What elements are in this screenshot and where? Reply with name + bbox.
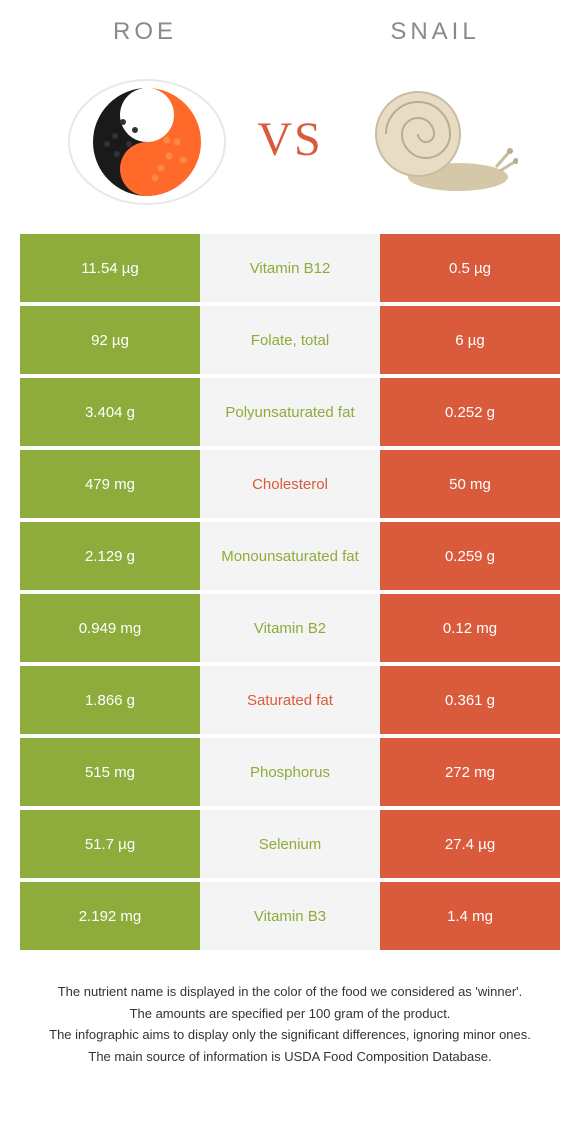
- table-row: 515 mgPhosphorus272 mg: [20, 738, 560, 810]
- left-value: 0.949 mg: [20, 594, 200, 662]
- right-value: 27.4 µg: [380, 810, 560, 878]
- table-row: 11.54 µgVitamin B120.5 µg: [20, 234, 560, 306]
- right-value: 272 mg: [380, 738, 560, 806]
- header: ROE SNAIL: [0, 0, 580, 54]
- left-value: 3.404 g: [20, 378, 200, 446]
- right-value: 0.361 g: [380, 666, 560, 734]
- snail-image: [343, 64, 523, 214]
- left-food-title: ROE: [0, 18, 290, 46]
- left-value: 2.192 mg: [20, 882, 200, 950]
- right-value: 0.259 g: [380, 522, 560, 590]
- footer-line-1: The nutrient name is displayed in the co…: [30, 982, 550, 1002]
- left-value: 479 mg: [20, 450, 200, 518]
- table-row: 2.192 mgVitamin B31.4 mg: [20, 882, 560, 954]
- nutrient-name: Saturated fat: [200, 666, 380, 734]
- nutrient-table: 11.54 µgVitamin B120.5 µg92 µgFolate, to…: [20, 234, 560, 954]
- right-value: 0.12 mg: [380, 594, 560, 662]
- nutrient-name: Vitamin B12: [200, 234, 380, 302]
- nutrient-name: Phosphorus: [200, 738, 380, 806]
- table-row: 2.129 gMonounsaturated fat0.259 g: [20, 522, 560, 594]
- footer-line-3: The infographic aims to display only the…: [30, 1025, 550, 1045]
- nutrient-name: Polyunsaturated fat: [200, 378, 380, 446]
- footer-line-2: The amounts are specified per 100 gram o…: [30, 1004, 550, 1024]
- right-value: 50 mg: [380, 450, 560, 518]
- left-value: 11.54 µg: [20, 234, 200, 302]
- table-row: 0.949 mgVitamin B20.12 mg: [20, 594, 560, 666]
- nutrient-name: Cholesterol: [200, 450, 380, 518]
- nutrient-name: Vitamin B3: [200, 882, 380, 950]
- vs-label: VS: [257, 112, 322, 167]
- image-row: VS: [0, 54, 580, 234]
- right-value: 0.5 µg: [380, 234, 560, 302]
- footer-line-4: The main source of information is USDA F…: [30, 1047, 550, 1067]
- roe-image: [57, 64, 237, 214]
- left-value: 51.7 µg: [20, 810, 200, 878]
- table-row: 479 mgCholesterol50 mg: [20, 450, 560, 522]
- nutrient-name: Folate, total: [200, 306, 380, 374]
- nutrient-name: Vitamin B2: [200, 594, 380, 662]
- right-food-title: SNAIL: [290, 18, 580, 46]
- left-value: 2.129 g: [20, 522, 200, 590]
- left-value: 92 µg: [20, 306, 200, 374]
- left-value: 1.866 g: [20, 666, 200, 734]
- footer-notes: The nutrient name is displayed in the co…: [0, 954, 580, 1066]
- right-value: 1.4 mg: [380, 882, 560, 950]
- nutrient-name: Monounsaturated fat: [200, 522, 380, 590]
- nutrient-name: Selenium: [200, 810, 380, 878]
- table-row: 3.404 gPolyunsaturated fat0.252 g: [20, 378, 560, 450]
- table-row: 92 µgFolate, total6 µg: [20, 306, 560, 378]
- table-row: 51.7 µgSelenium27.4 µg: [20, 810, 560, 882]
- right-value: 6 µg: [380, 306, 560, 374]
- table-row: 1.866 gSaturated fat0.361 g: [20, 666, 560, 738]
- right-value: 0.252 g: [380, 378, 560, 446]
- left-value: 515 mg: [20, 738, 200, 806]
